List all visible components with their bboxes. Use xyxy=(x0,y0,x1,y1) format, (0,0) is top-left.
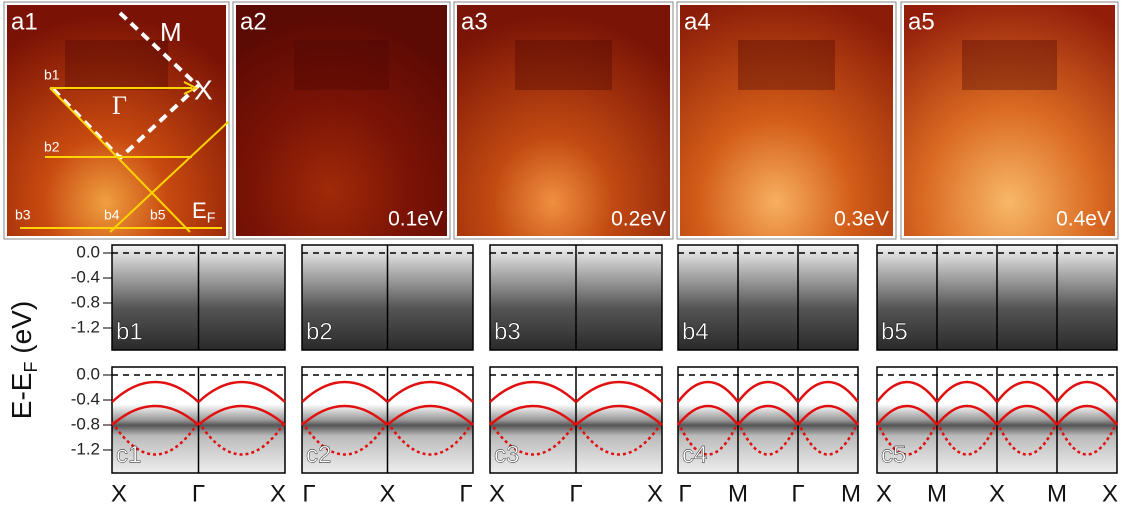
y-tick-label: -0.4 xyxy=(71,267,100,286)
map-top-dark xyxy=(294,40,389,90)
panel-label: c2 xyxy=(306,441,331,468)
intensity-map xyxy=(235,4,448,237)
k-point-label: X xyxy=(876,480,892,507)
panel-label: b2 xyxy=(306,318,333,345)
k-point-label: Γ xyxy=(678,480,691,507)
panel-label: c5 xyxy=(881,441,906,468)
panel-label: a2 xyxy=(240,8,267,35)
panel-label: c3 xyxy=(494,441,519,468)
panel-label: a3 xyxy=(461,8,488,35)
y-tick-label: 0.0 xyxy=(76,242,100,261)
fermi-label-sub: F xyxy=(207,210,216,226)
k-point-label: X xyxy=(379,480,395,507)
k-point-label: X xyxy=(270,480,286,507)
intensity-map xyxy=(456,4,671,237)
map-top-dark xyxy=(515,40,612,90)
figure: a1a20.1eVa30.2eVa40.3eVa50.4eVMXΓb1b2b3b… xyxy=(0,0,1122,514)
map-top-dark xyxy=(962,40,1057,90)
y-tick-label: -1.2 xyxy=(71,317,100,336)
cut-label: b1 xyxy=(44,67,60,83)
k-point-label: Γ xyxy=(459,480,472,507)
k-label: Γ xyxy=(112,91,127,120)
cut-label: b4 xyxy=(104,207,120,223)
energy-label: 0.1eV xyxy=(388,208,443,231)
panel-label: b4 xyxy=(682,318,709,345)
y-tick-label: -1.2 xyxy=(71,439,100,458)
k-point-label: X xyxy=(647,480,663,507)
k-label: M xyxy=(160,17,182,47)
y-tick-label: -0.8 xyxy=(71,414,100,433)
panel-label: b1 xyxy=(116,318,143,345)
k-point-label: M xyxy=(841,480,861,507)
panel-label: b5 xyxy=(881,318,908,345)
k-point-label: M xyxy=(1047,480,1067,507)
y-axis-label-main: E-E xyxy=(6,373,37,420)
fermi-label-main: E xyxy=(192,198,207,223)
k-point-label: M xyxy=(728,480,748,507)
cut-label: b3 xyxy=(15,207,31,223)
k-point-label: X xyxy=(111,480,127,507)
k-point-label: Γ xyxy=(569,480,582,507)
intensity-map xyxy=(903,4,1116,237)
cut-label: b2 xyxy=(44,139,60,155)
energy-label: 0.4eV xyxy=(1056,208,1111,231)
k-point-label: Γ xyxy=(192,480,205,507)
energy-label: 0.2eV xyxy=(611,208,666,231)
y-axis-label-unit: (eV) xyxy=(6,301,37,362)
k-point-label: X xyxy=(489,480,505,507)
panel-label: a5 xyxy=(908,8,935,35)
k-point-label: M xyxy=(927,480,947,507)
map-top-dark xyxy=(738,40,835,90)
panel-label: c1 xyxy=(116,441,141,468)
y-tick-label: -0.4 xyxy=(71,389,100,408)
y-tick-label: -0.8 xyxy=(71,292,100,311)
y-axis-label: E-EF (eV) xyxy=(6,301,40,419)
energy-label: 0.3eV xyxy=(834,208,889,231)
k-point-label: X xyxy=(989,480,1005,507)
panel-label: b3 xyxy=(494,318,521,345)
k-point-label: Γ xyxy=(302,480,315,507)
y-tick-label: 0.0 xyxy=(76,364,100,383)
panel-label: c4 xyxy=(682,441,707,468)
intensity-map xyxy=(679,4,894,237)
map-top-dark xyxy=(65,40,168,90)
panel-label: a1 xyxy=(11,8,38,35)
k-point-label: X xyxy=(1102,480,1118,507)
cut-label: b5 xyxy=(150,207,166,223)
panel-label: a4 xyxy=(684,8,711,35)
k-point-label: Γ xyxy=(791,480,804,507)
y-axis-label-sub: F xyxy=(21,362,41,373)
k-label: X xyxy=(194,74,213,105)
